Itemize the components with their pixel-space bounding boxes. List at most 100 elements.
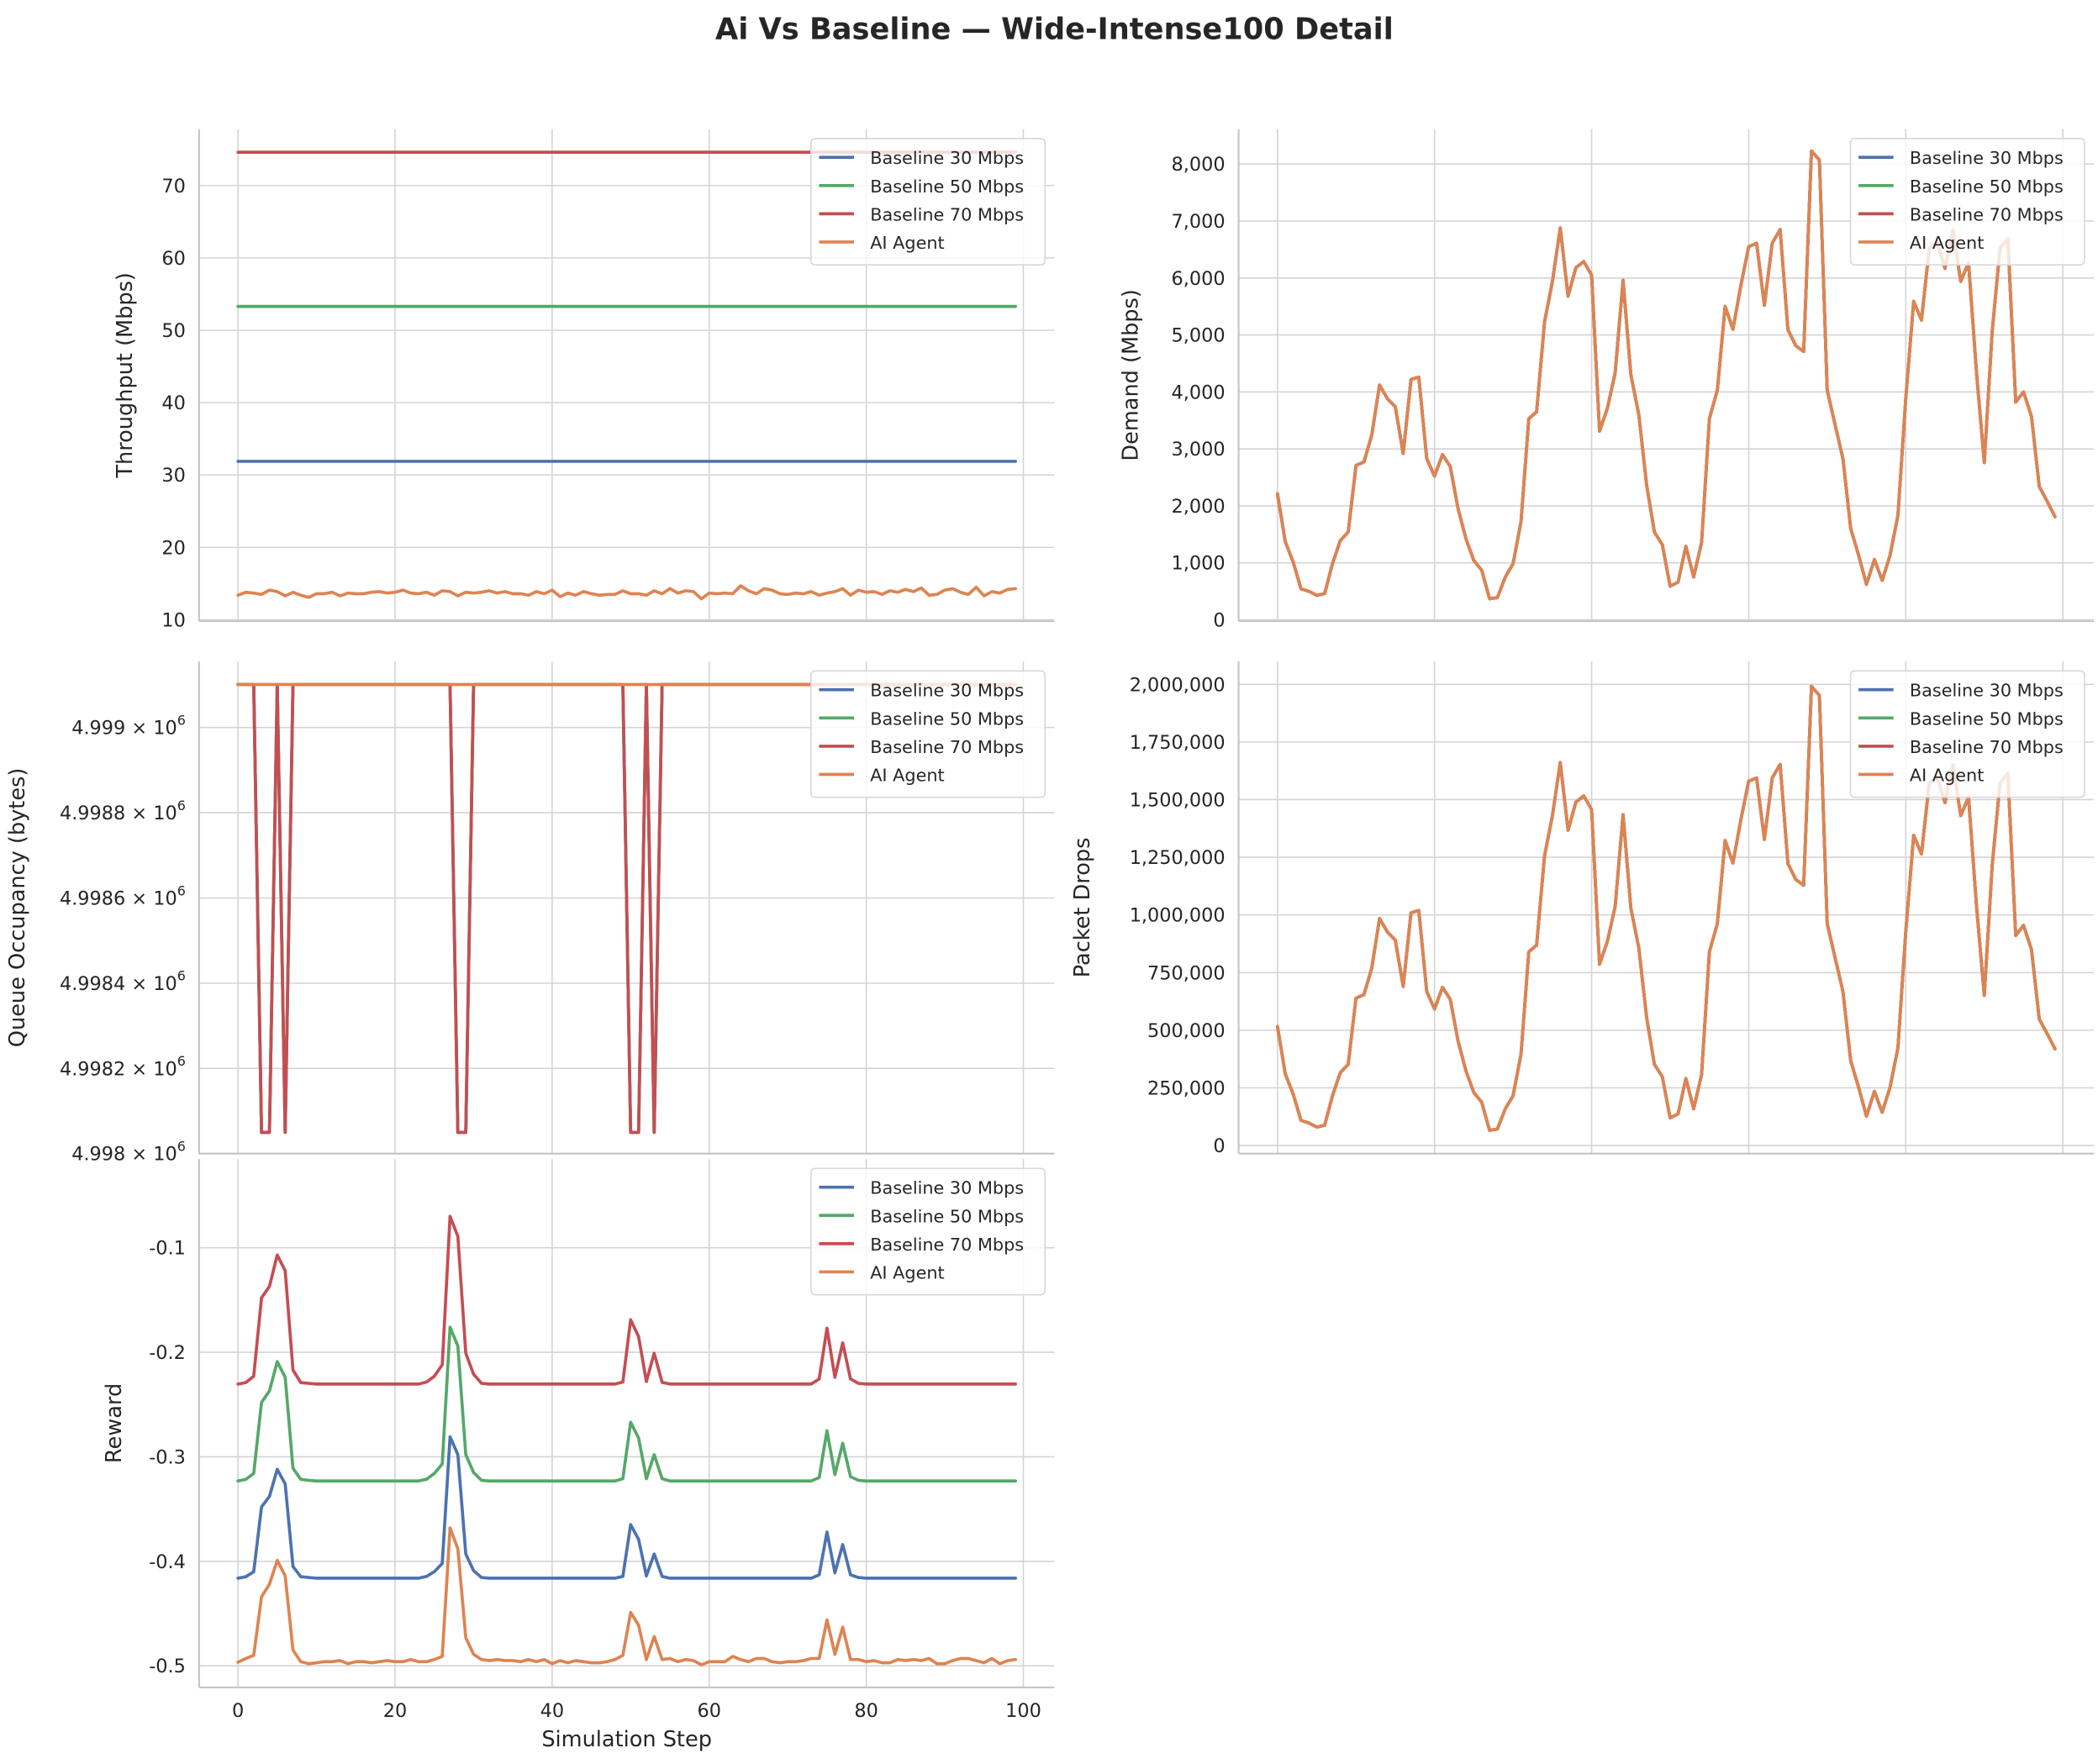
y-tick-label: 1,000 (1172, 553, 1226, 575)
legend: Baseline 30 Mbps Baseline 50 Mbps Baseline… (810, 670, 1046, 798)
legend-label: Baseline 70 Mbps (870, 204, 1024, 224)
legend: Baseline 30 Mbps Baseline 50 Mbps Baseline… (810, 137, 1046, 266)
y-tick-label: -0.2 (149, 1342, 186, 1364)
drops-panel: 0 250,000 500,000 750,000 1,000,000 1,250,000… (1070, 661, 2095, 1157)
legend-label: Baseline 50 Mbps (1910, 176, 2064, 197)
y-tick-label: 6,000 (1172, 268, 1226, 290)
x-tick-label: 20 (383, 1700, 407, 1722)
throughput-panel: 10 20 30 40 50 60 70 Throughput (Mbps) Baseline … (113, 129, 1055, 631)
legend-label: Baseline 70 Mbps (870, 1235, 1024, 1255)
legend-label: Baseline 30 Mbps (870, 148, 1024, 168)
y-tick-label: 3,000 (1172, 439, 1226, 461)
y-tick-exponent: 6 (177, 1053, 186, 1069)
legend-box (810, 137, 1046, 266)
y-tick-label: 4.999 × 106 (71, 713, 186, 740)
y-tick-label: 20 (161, 537, 185, 559)
legend-label: AI Agent (1910, 766, 1984, 786)
x-tick-label: 60 (698, 1700, 721, 1722)
y-tick-label: 4,000 (1172, 382, 1226, 403)
legend-label: Baseline 50 Mbps (1910, 708, 2064, 729)
y-axis-label: Packet Drops (1070, 838, 1095, 978)
legend-box (810, 670, 1046, 798)
legend-label: Baseline 70 Mbps (1910, 737, 2064, 757)
y-tick-label: 0 (1213, 610, 1225, 632)
y-tick-exponent: 6 (177, 713, 186, 729)
legend-label: AI Agent (870, 1262, 944, 1282)
series-line-ai-agent (1275, 149, 2057, 601)
y-tick-label: 50 (161, 320, 185, 342)
y-tick-exponent: 6 (177, 798, 186, 814)
x-tick-label: 40 (540, 1700, 564, 1722)
y-tick-label: 4.9982 × 106 (60, 1053, 186, 1080)
legend: Baseline 30 Mbps Baseline 50 Mbps Baseline… (1849, 670, 2085, 798)
y-tick-label: 250,000 (1147, 1077, 1226, 1099)
y-tick-mantissa: 4.9984 × 10 (60, 973, 177, 995)
legend-label: Baseline 50 Mbps (870, 708, 1024, 729)
legend-box (810, 1167, 1046, 1296)
y-tick-label: 4.9988 × 106 (60, 798, 186, 824)
legend-label: Baseline 30 Mbps (1910, 148, 2064, 168)
legend-label: AI Agent (1910, 233, 1984, 253)
y-tick-label: 500,000 (1147, 1020, 1226, 1042)
demand-panel: 0 1,000 2,000 3,000 4,000 5,000 6,000 7,000 8,00… (1119, 129, 2095, 632)
legend-box (1849, 137, 2085, 266)
series-line-baseline-50-mbps (236, 1325, 1018, 1483)
y-tick-label: -0.3 (149, 1446, 186, 1468)
series-line-baseline-30-mbps (236, 1435, 1018, 1580)
legend-label: Baseline 70 Mbps (870, 737, 1024, 757)
y-axis-label: Demand (Mbps) (1119, 289, 1144, 461)
y-tick-exponent: 6 (177, 968, 186, 984)
y-tick-label: 40 (161, 392, 185, 414)
legend: Baseline 30 Mbps Baseline 50 Mbps Baseline… (1849, 137, 2085, 266)
y-tick-label: 5,000 (1172, 325, 1226, 347)
x-tick-label: 80 (854, 1700, 878, 1722)
x-tick-label: 100 (1005, 1700, 1041, 1722)
y-tick-mantissa: 4.9986 × 10 (60, 887, 177, 909)
y-tick-mantissa: 4.9988 × 10 (60, 803, 177, 824)
legend-label: Baseline 30 Mbps (870, 681, 1024, 701)
y-tick-label: 4.998 × 106 (71, 1138, 186, 1165)
y-tick-label: 750,000 (1147, 962, 1226, 984)
y-tick-label: 70 (161, 176, 185, 197)
series-line-ai-agent (236, 584, 1018, 601)
y-axis-label: Reward (102, 1383, 127, 1463)
y-tick-label: 1,000,000 (1130, 905, 1226, 927)
y-tick-label: 30 (161, 465, 185, 487)
y-tick-label: -0.5 (149, 1656, 186, 1677)
x-tick-label: 0 (232, 1700, 244, 1722)
y-tick-label: 4.9984 × 106 (60, 968, 186, 995)
y-tick-mantissa: 4.9982 × 10 (60, 1058, 177, 1080)
y-axis-label: Throughput (Mbps) (113, 272, 138, 479)
y-tick-label: 1,500,000 (1130, 789, 1226, 811)
legend-label: Baseline 50 Mbps (870, 1206, 1024, 1226)
y-tick-exponent: 6 (177, 882, 186, 898)
legend-label: AI Agent (870, 233, 944, 253)
series-line-ai-agent (1275, 684, 2057, 1132)
y-tick-label: -0.4 (149, 1551, 186, 1573)
y-tick-label: 60 (161, 248, 185, 270)
legend-label: AI Agent (870, 766, 944, 786)
reward-panel: -0.5 -0.4 -0.3 -0.2 -0.1 0 20 40 60 80 100 Reward Si… (102, 1159, 1055, 1752)
legend-label: Baseline 30 Mbps (870, 1178, 1024, 1198)
y-tick-label: 7,000 (1172, 211, 1226, 233)
y-tick-label: 8,000 (1172, 154, 1226, 176)
legend-label: Baseline 70 Mbps (1910, 204, 2064, 224)
y-axis-label: Queue Occupancy (bytes) (5, 768, 30, 1048)
y-tick-label: 2,000 (1172, 496, 1226, 518)
y-tick-label: 2,000,000 (1130, 674, 1226, 696)
legend-box (1849, 670, 2085, 798)
y-tick-label: 1,250,000 (1130, 847, 1226, 869)
y-tick-label: 1,750,000 (1130, 732, 1226, 754)
y-tick-label: 4.9986 × 106 (60, 882, 186, 909)
series-line-ai-agent (236, 1526, 1018, 1667)
y-tick-mantissa: 4.998 × 10 (71, 1144, 177, 1166)
y-tick-mantissa: 4.999 × 10 (71, 718, 177, 740)
y-tick-label: 10 (161, 609, 185, 631)
figure-title: Ai Vs Baseline — Wide-Intense100 Detail (715, 12, 1394, 46)
series-line-baseline-70-mbps (236, 1214, 1018, 1386)
legend-label: Baseline 30 Mbps (1910, 681, 2064, 701)
legend: Baseline 30 Mbps Baseline 50 Mbps Baseline… (810, 1167, 1046, 1296)
x-axis-label: Simulation Step (541, 1727, 712, 1752)
